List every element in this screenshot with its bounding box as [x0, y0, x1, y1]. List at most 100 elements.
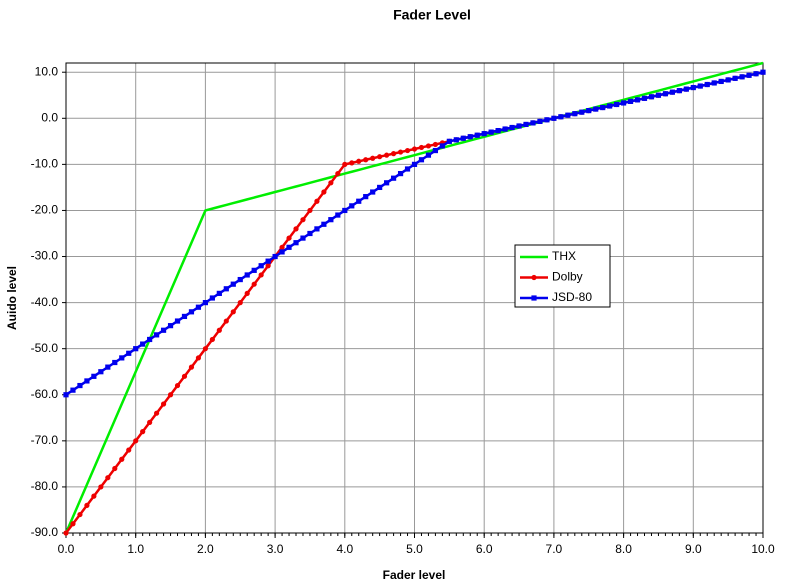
data-point [474, 132, 480, 138]
data-point [363, 194, 369, 200]
data-point [244, 290, 250, 296]
data-point [732, 75, 738, 81]
data-point [704, 81, 710, 88]
data-point [335, 170, 341, 177]
data-point [258, 272, 264, 278]
data-point [77, 382, 83, 389]
data-point [188, 309, 195, 315]
plot-frame [65, 62, 764, 534]
data-point [614, 101, 620, 108]
legend-label: Dolby [552, 270, 583, 284]
data-point [70, 387, 76, 393]
data-point [523, 121, 529, 128]
data-point [63, 530, 69, 536]
data-point [140, 341, 146, 347]
data-point [690, 84, 696, 91]
data-point [105, 475, 111, 481]
data-point [634, 97, 641, 103]
data-point [502, 126, 508, 132]
data-point [488, 129, 494, 135]
data-point [314, 226, 320, 232]
data-point [669, 89, 675, 95]
data-point [251, 281, 257, 287]
series [63, 69, 766, 398]
x-tick-label: 7.0 [546, 542, 563, 556]
data-point [760, 69, 766, 75]
data-point [467, 134, 473, 140]
data-point [314, 198, 320, 204]
data-point [160, 327, 167, 333]
data-point [370, 155, 376, 161]
data-point [167, 392, 174, 398]
data-point [565, 112, 571, 118]
data-point [223, 286, 229, 292]
data-point [648, 94, 655, 100]
data-point [356, 158, 362, 164]
legend-marker [531, 274, 537, 281]
data-point [432, 147, 439, 154]
data-point [181, 373, 188, 379]
data-point [133, 438, 139, 444]
data-point [112, 465, 118, 472]
data-point [279, 244, 285, 250]
x-tick-label: 8.0 [615, 542, 632, 556]
x-tick-label: 9.0 [685, 542, 702, 556]
data-point [154, 410, 160, 416]
data-point [397, 149, 404, 155]
x-tick-label: 5.0 [406, 542, 423, 556]
data-point [202, 346, 208, 352]
data-point [223, 318, 229, 324]
plot-area [63, 61, 766, 536]
data-point [370, 189, 376, 195]
data-point [655, 92, 662, 98]
data-point [356, 198, 362, 204]
data-point [209, 295, 215, 301]
data-point [377, 154, 383, 160]
data-point [119, 456, 125, 462]
data-point [98, 484, 104, 490]
y-axis-title: Auido level [5, 266, 19, 330]
series [64, 61, 764, 534]
data-point [425, 152, 432, 158]
data-point [446, 138, 452, 144]
data-point [286, 235, 292, 241]
data-point [411, 161, 418, 167]
y-tick-label: -20.0 [31, 203, 59, 217]
data-point [112, 359, 118, 366]
data-point [404, 166, 411, 172]
legend-box [514, 244, 611, 308]
x-tick-label: 10.0 [751, 542, 775, 556]
data-point [307, 230, 313, 237]
data-point [119, 355, 125, 361]
data-point [753, 71, 759, 77]
y-tick-label: -80.0 [31, 479, 59, 493]
data-point [300, 235, 306, 241]
x-tick-label: 1.0 [127, 542, 144, 556]
data-point [718, 78, 724, 85]
data-point [70, 521, 76, 527]
data-point [586, 107, 592, 114]
data-point [425, 143, 432, 149]
y-tick-label: -10.0 [31, 157, 59, 171]
data-point [244, 272, 250, 278]
y-tick-label: -50.0 [31, 341, 59, 355]
data-point [579, 109, 585, 115]
data-point [363, 157, 369, 163]
data-point [147, 419, 153, 426]
grid: -90.0 -80.0 -70.0 -60.0 -50.0 -40.0 -30.0 -20.0… [31, 63, 775, 556]
legend-label: JSD-80 [552, 290, 592, 304]
data-point [328, 180, 334, 186]
data-point [84, 378, 90, 384]
data-point [126, 447, 132, 453]
data-point [140, 429, 146, 435]
data-point [662, 91, 669, 97]
data-point [265, 263, 271, 269]
data-point [91, 493, 97, 499]
data-point [676, 88, 682, 94]
data-point [453, 137, 459, 143]
data-point [627, 98, 634, 104]
data-point [321, 221, 327, 227]
x-tick-label: 4.0 [336, 542, 353, 556]
data-point [300, 217, 306, 223]
data-point [530, 120, 536, 126]
